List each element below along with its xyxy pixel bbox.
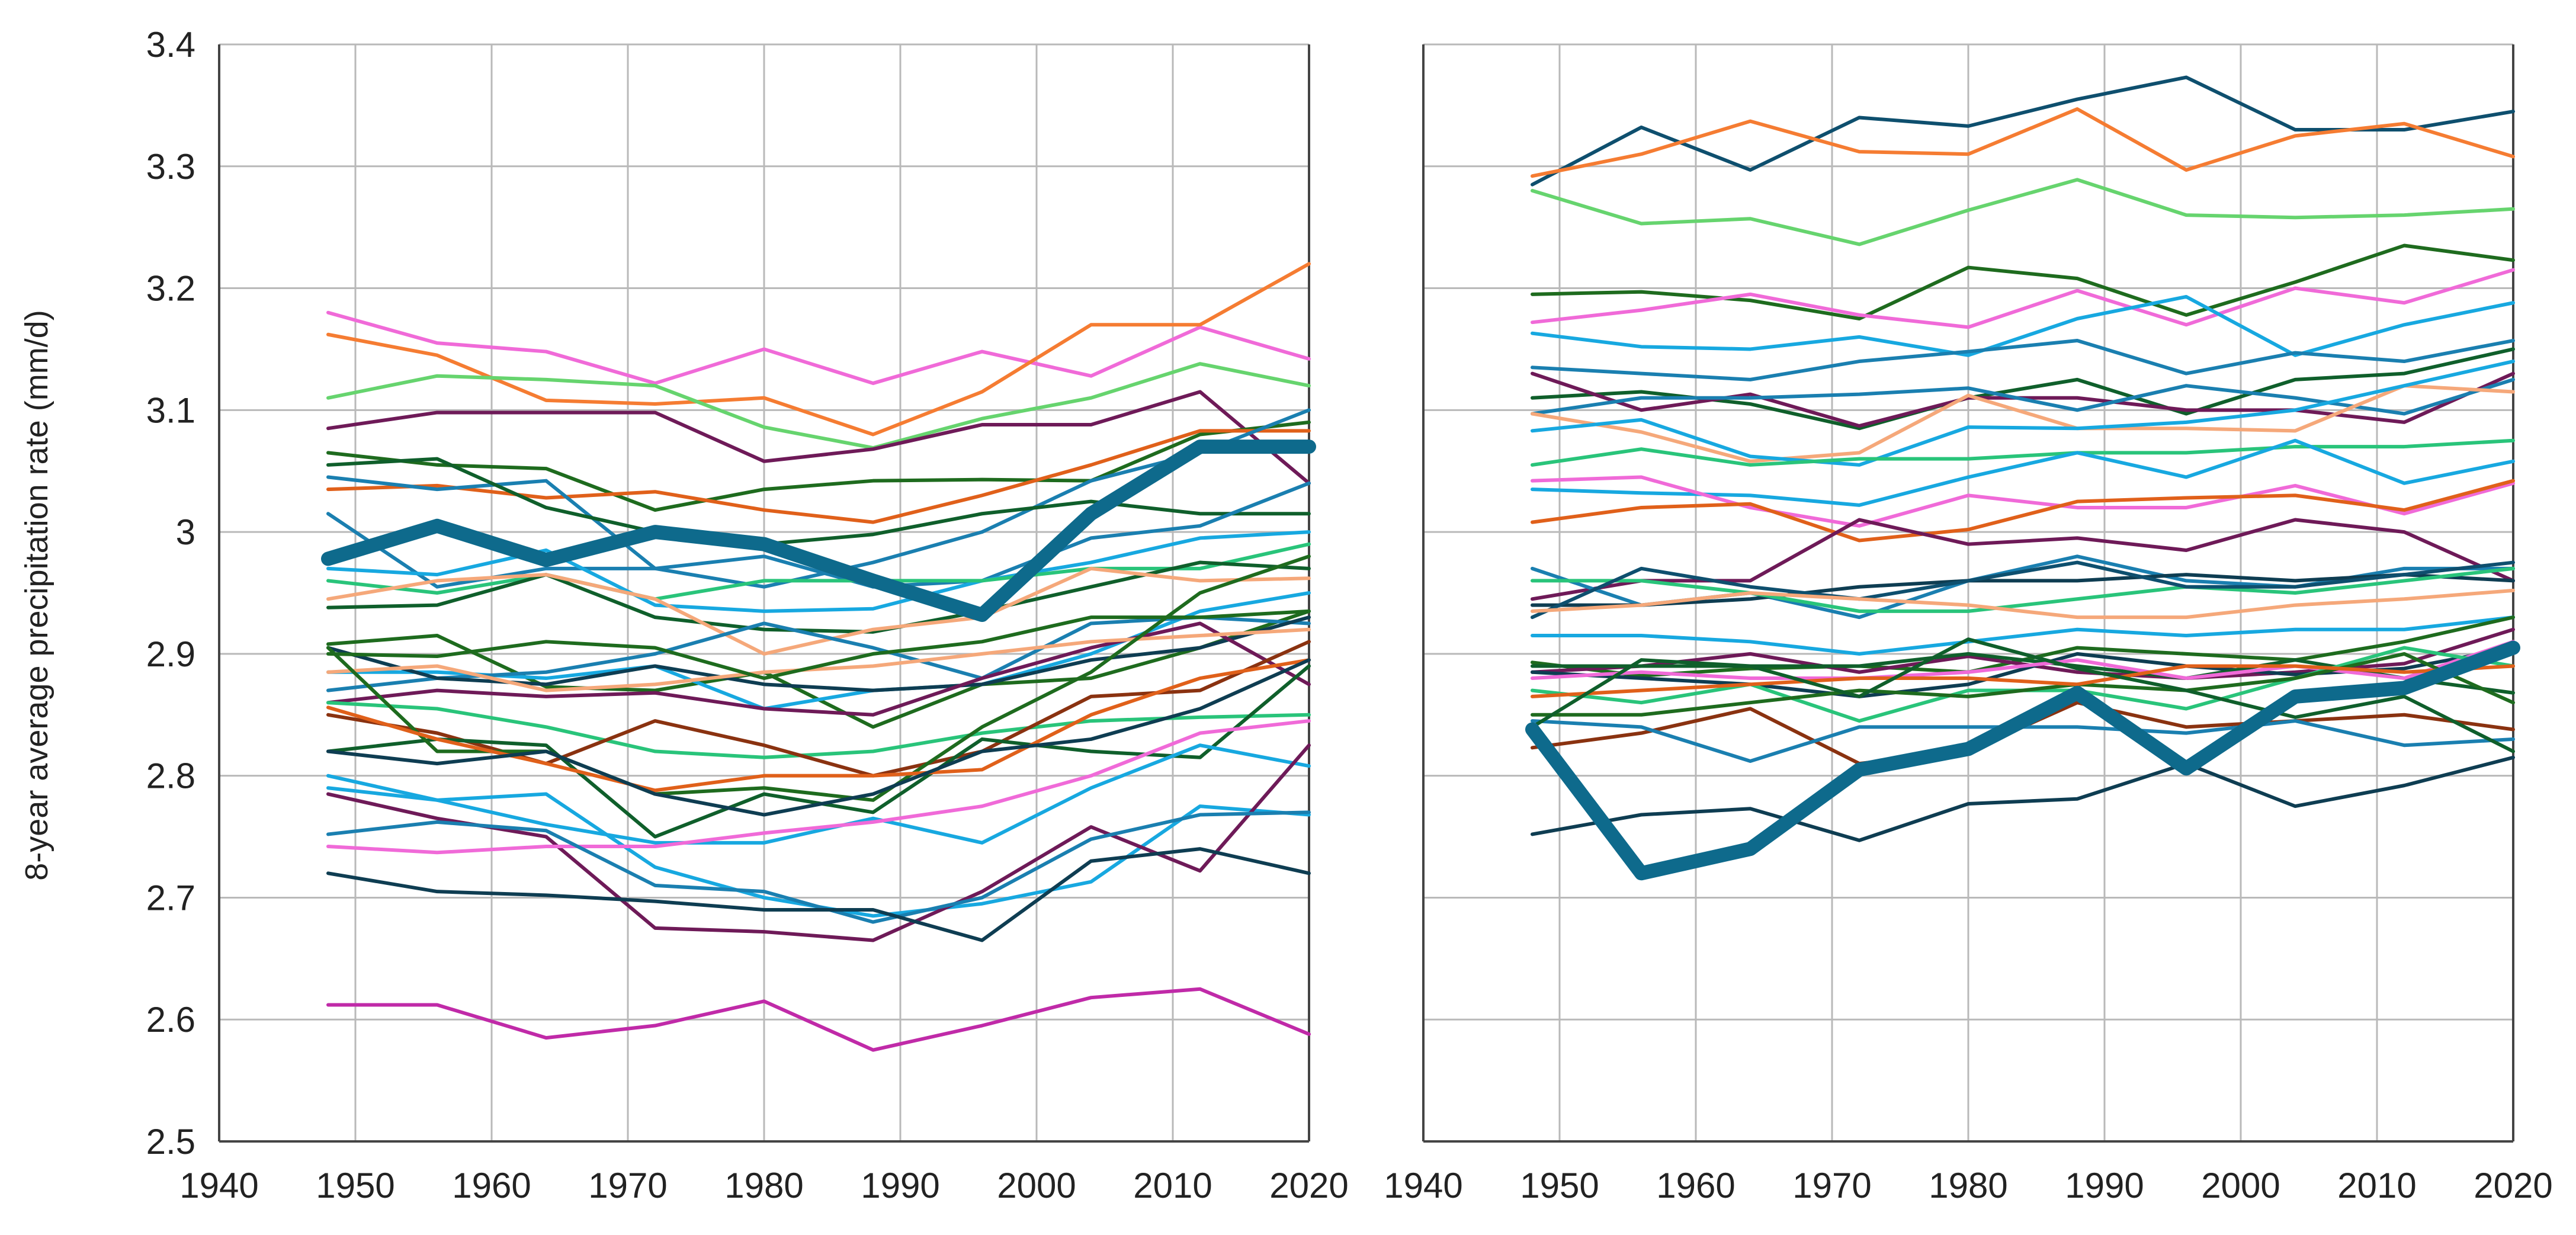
x-tick-label: 1970 xyxy=(588,1166,667,1205)
y-tick-label: 3.1 xyxy=(146,390,195,430)
series-line xyxy=(326,701,1311,759)
highlighted-series-line xyxy=(321,440,1316,623)
series-line xyxy=(326,390,1311,485)
x-tick-label: 2010 xyxy=(2337,1166,2416,1205)
x-tick-label: 1980 xyxy=(1929,1166,2007,1205)
series-line xyxy=(326,810,1311,924)
series-line xyxy=(1531,178,2515,246)
series-line xyxy=(1531,479,2515,543)
series-line xyxy=(1531,294,2515,357)
series-line xyxy=(1531,652,2515,717)
series-line xyxy=(1531,360,2515,467)
series-line xyxy=(326,658,1311,793)
series-line xyxy=(326,658,1311,817)
series-line xyxy=(326,530,1311,613)
series-line xyxy=(326,743,1311,845)
series-line xyxy=(1531,664,2515,698)
series-line xyxy=(1531,640,2515,681)
x-tick-label: 1990 xyxy=(2065,1166,2144,1205)
x-tick-label: 1950 xyxy=(1520,1166,1599,1205)
x-tick-label: 1940 xyxy=(1384,1166,1462,1205)
series-line xyxy=(326,566,1311,656)
series-line xyxy=(326,640,1311,778)
series-line xyxy=(326,362,1311,450)
x-tick-label: 1940 xyxy=(179,1166,258,1205)
series-line xyxy=(326,627,1311,692)
series-line xyxy=(1531,588,2515,620)
y-tick-label: 2.9 xyxy=(146,634,195,674)
y-tick-label: 3.4 xyxy=(146,25,195,65)
series-line xyxy=(1531,560,2515,620)
y-tick-label: 3 xyxy=(176,512,195,552)
x-tick-label: 2020 xyxy=(1269,1166,1348,1205)
y-tick-label: 2.6 xyxy=(146,1000,195,1040)
left-panel: 1940 1950 1960 1970 1980 1990 2000 2010 2020 2.5 2… xyxy=(146,25,1349,1205)
series-line xyxy=(1531,268,2515,329)
series-line xyxy=(1531,518,2515,601)
highlighted-series-line xyxy=(1525,640,2520,881)
series-line xyxy=(326,615,1311,692)
series-line xyxy=(326,987,1311,1052)
series-line xyxy=(326,719,1311,855)
series-line xyxy=(326,621,1311,717)
series-line xyxy=(1531,339,2515,381)
right-panel: 1940 1950 1960 1970 1980 1990 2000 2010 2020 xyxy=(1384,43,2553,1205)
x-tick-label: 1990 xyxy=(861,1166,939,1205)
series-line xyxy=(326,542,1311,601)
y-tick-label: 3.3 xyxy=(146,147,195,187)
series-line xyxy=(326,847,1311,942)
series-line xyxy=(326,457,1311,546)
x-tick-label: 1960 xyxy=(452,1166,531,1205)
series-line xyxy=(1531,637,2515,753)
series-line xyxy=(1531,755,2515,842)
series-line xyxy=(1531,107,2515,178)
series-line xyxy=(1531,615,2515,656)
x-tick-label: 1960 xyxy=(1656,1166,1735,1205)
y-tick-label: 2.8 xyxy=(146,756,195,796)
x-tick-label: 2000 xyxy=(2201,1166,2280,1205)
x-tick-label: 1950 xyxy=(316,1166,394,1205)
series-line xyxy=(326,310,1311,386)
y-axis-label: 8-year average precipitation rate (mm/d) xyxy=(19,310,54,880)
series-line xyxy=(326,429,1311,524)
y-tick-label: 2.7 xyxy=(146,878,195,918)
series-line xyxy=(1531,475,2515,528)
series-line xyxy=(1531,377,2515,416)
series-line xyxy=(1531,573,2515,607)
series-line xyxy=(326,609,1311,681)
y-tick-label: 2.5 xyxy=(146,1122,195,1162)
series-line xyxy=(1531,384,2515,463)
series-line xyxy=(1531,243,2515,320)
x-tick-label: 2020 xyxy=(2474,1166,2552,1205)
x-tick-label: 2000 xyxy=(997,1166,1076,1205)
y-tick-label: 3.2 xyxy=(146,269,195,309)
series-line xyxy=(326,615,1311,692)
series-line xyxy=(1531,438,2515,467)
series-line xyxy=(1531,566,2515,613)
series-line xyxy=(326,420,1311,512)
x-tick-label: 2010 xyxy=(1133,1166,1212,1205)
x-tick-label: 1970 xyxy=(1792,1166,1871,1205)
x-tick-label: 1980 xyxy=(724,1166,803,1205)
